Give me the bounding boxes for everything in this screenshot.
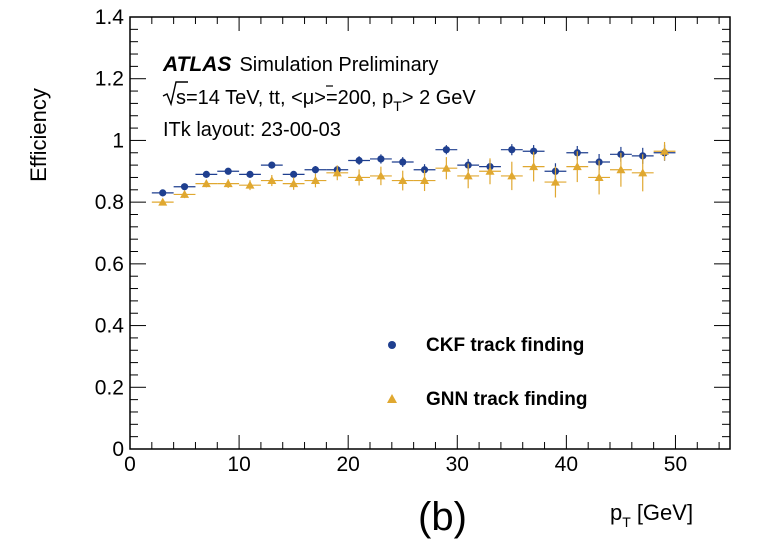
tick-labels: 0 10 20 30 40 50 0 0.2 0.4 0.6 0.8 1 1.2 1.4: [95, 6, 687, 476]
data-point: [530, 147, 538, 155]
data-point: [224, 167, 232, 175]
data-point: [420, 176, 430, 185]
data-point: [223, 179, 233, 188]
data-point: [290, 170, 298, 178]
y-tick-label: 0.4: [95, 315, 125, 338]
data-point: [180, 183, 189, 191]
data-point: [376, 171, 386, 180]
data-point: [310, 176, 320, 185]
data-point: [311, 166, 320, 174]
y-tick-label: 1: [112, 129, 124, 152]
y-tick-label: 1.2: [95, 68, 124, 91]
legend: CKF track finding GNN track finding: [387, 335, 588, 410]
y-tick-label: 0.6: [95, 253, 124, 276]
data-point: [355, 156, 363, 165]
data-point: [398, 176, 408, 185]
axis-ticks: [129, 16, 730, 450]
data-point: [354, 172, 364, 181]
y-axis-title: Efficiency: [26, 88, 51, 182]
atlas-label: ATLAS Simulation Preliminary: [162, 53, 438, 76]
data-point: [267, 176, 277, 185]
data-point: [508, 146, 516, 154]
x-tick-label: 0: [124, 453, 136, 476]
data-point: [441, 163, 451, 172]
data-point: [594, 172, 604, 181]
x-axis-title: pT [GeV]: [610, 500, 693, 530]
data-point: [201, 179, 211, 188]
legend-label-gnn: GNN track finding: [426, 389, 588, 410]
data-point: [442, 146, 450, 154]
data-point: [463, 171, 473, 180]
data-point: [485, 166, 495, 175]
data-point: [660, 146, 670, 155]
y-tick-label: 0.2: [95, 376, 124, 399]
y-tick-label: 0.8: [95, 191, 124, 214]
plot-frame: [129, 16, 731, 450]
energy-annotation: s=14 TeV, tt, <μ>=200, pT> 2 GeV: [162, 81, 476, 114]
data-point: [572, 162, 582, 171]
data-point: [507, 171, 517, 180]
x-tick-label: 40: [555, 453, 578, 476]
svg-text:s=14 TeV, tt, <μ>=200, pT> 2 G: s=14 TeV, tt, <μ>=200, pT> 2 GeV: [176, 87, 476, 114]
x-tick-label: 10: [227, 453, 250, 476]
y-tick-label: 0: [112, 438, 124, 461]
legend-label-ckf: CKF track finding: [426, 335, 584, 356]
data-points: [151, 141, 676, 206]
x-tick-label: 20: [337, 453, 360, 476]
x-tick-label: 30: [446, 453, 469, 476]
series-ckf: [151, 144, 676, 197]
data-point: [399, 158, 407, 166]
data-point: [158, 197, 168, 206]
data-point: [289, 179, 299, 188]
data-point: [268, 161, 276, 169]
data-point: [245, 180, 255, 189]
layout-annotation: ITk layout: 23-00-03: [163, 119, 341, 141]
y-tick-label: 1.4: [95, 6, 125, 29]
series-gnn: [151, 141, 676, 206]
data-point: [420, 166, 429, 174]
data-point: [550, 177, 560, 186]
panel-label: (b): [418, 495, 467, 539]
data-point: [246, 170, 254, 178]
legend-marker-gnn: [387, 394, 397, 403]
data-point: [202, 170, 210, 178]
data-point: [332, 168, 342, 177]
data-point: [377, 155, 385, 163]
x-tick-label: 50: [664, 453, 687, 476]
data-point: [616, 165, 626, 174]
data-point: [638, 168, 648, 177]
data-point: [159, 189, 167, 197]
data-point: [180, 189, 190, 198]
sqrt-sign: [162, 81, 188, 107]
data-point: [529, 162, 539, 171]
legend-marker-ckf: [388, 341, 396, 349]
